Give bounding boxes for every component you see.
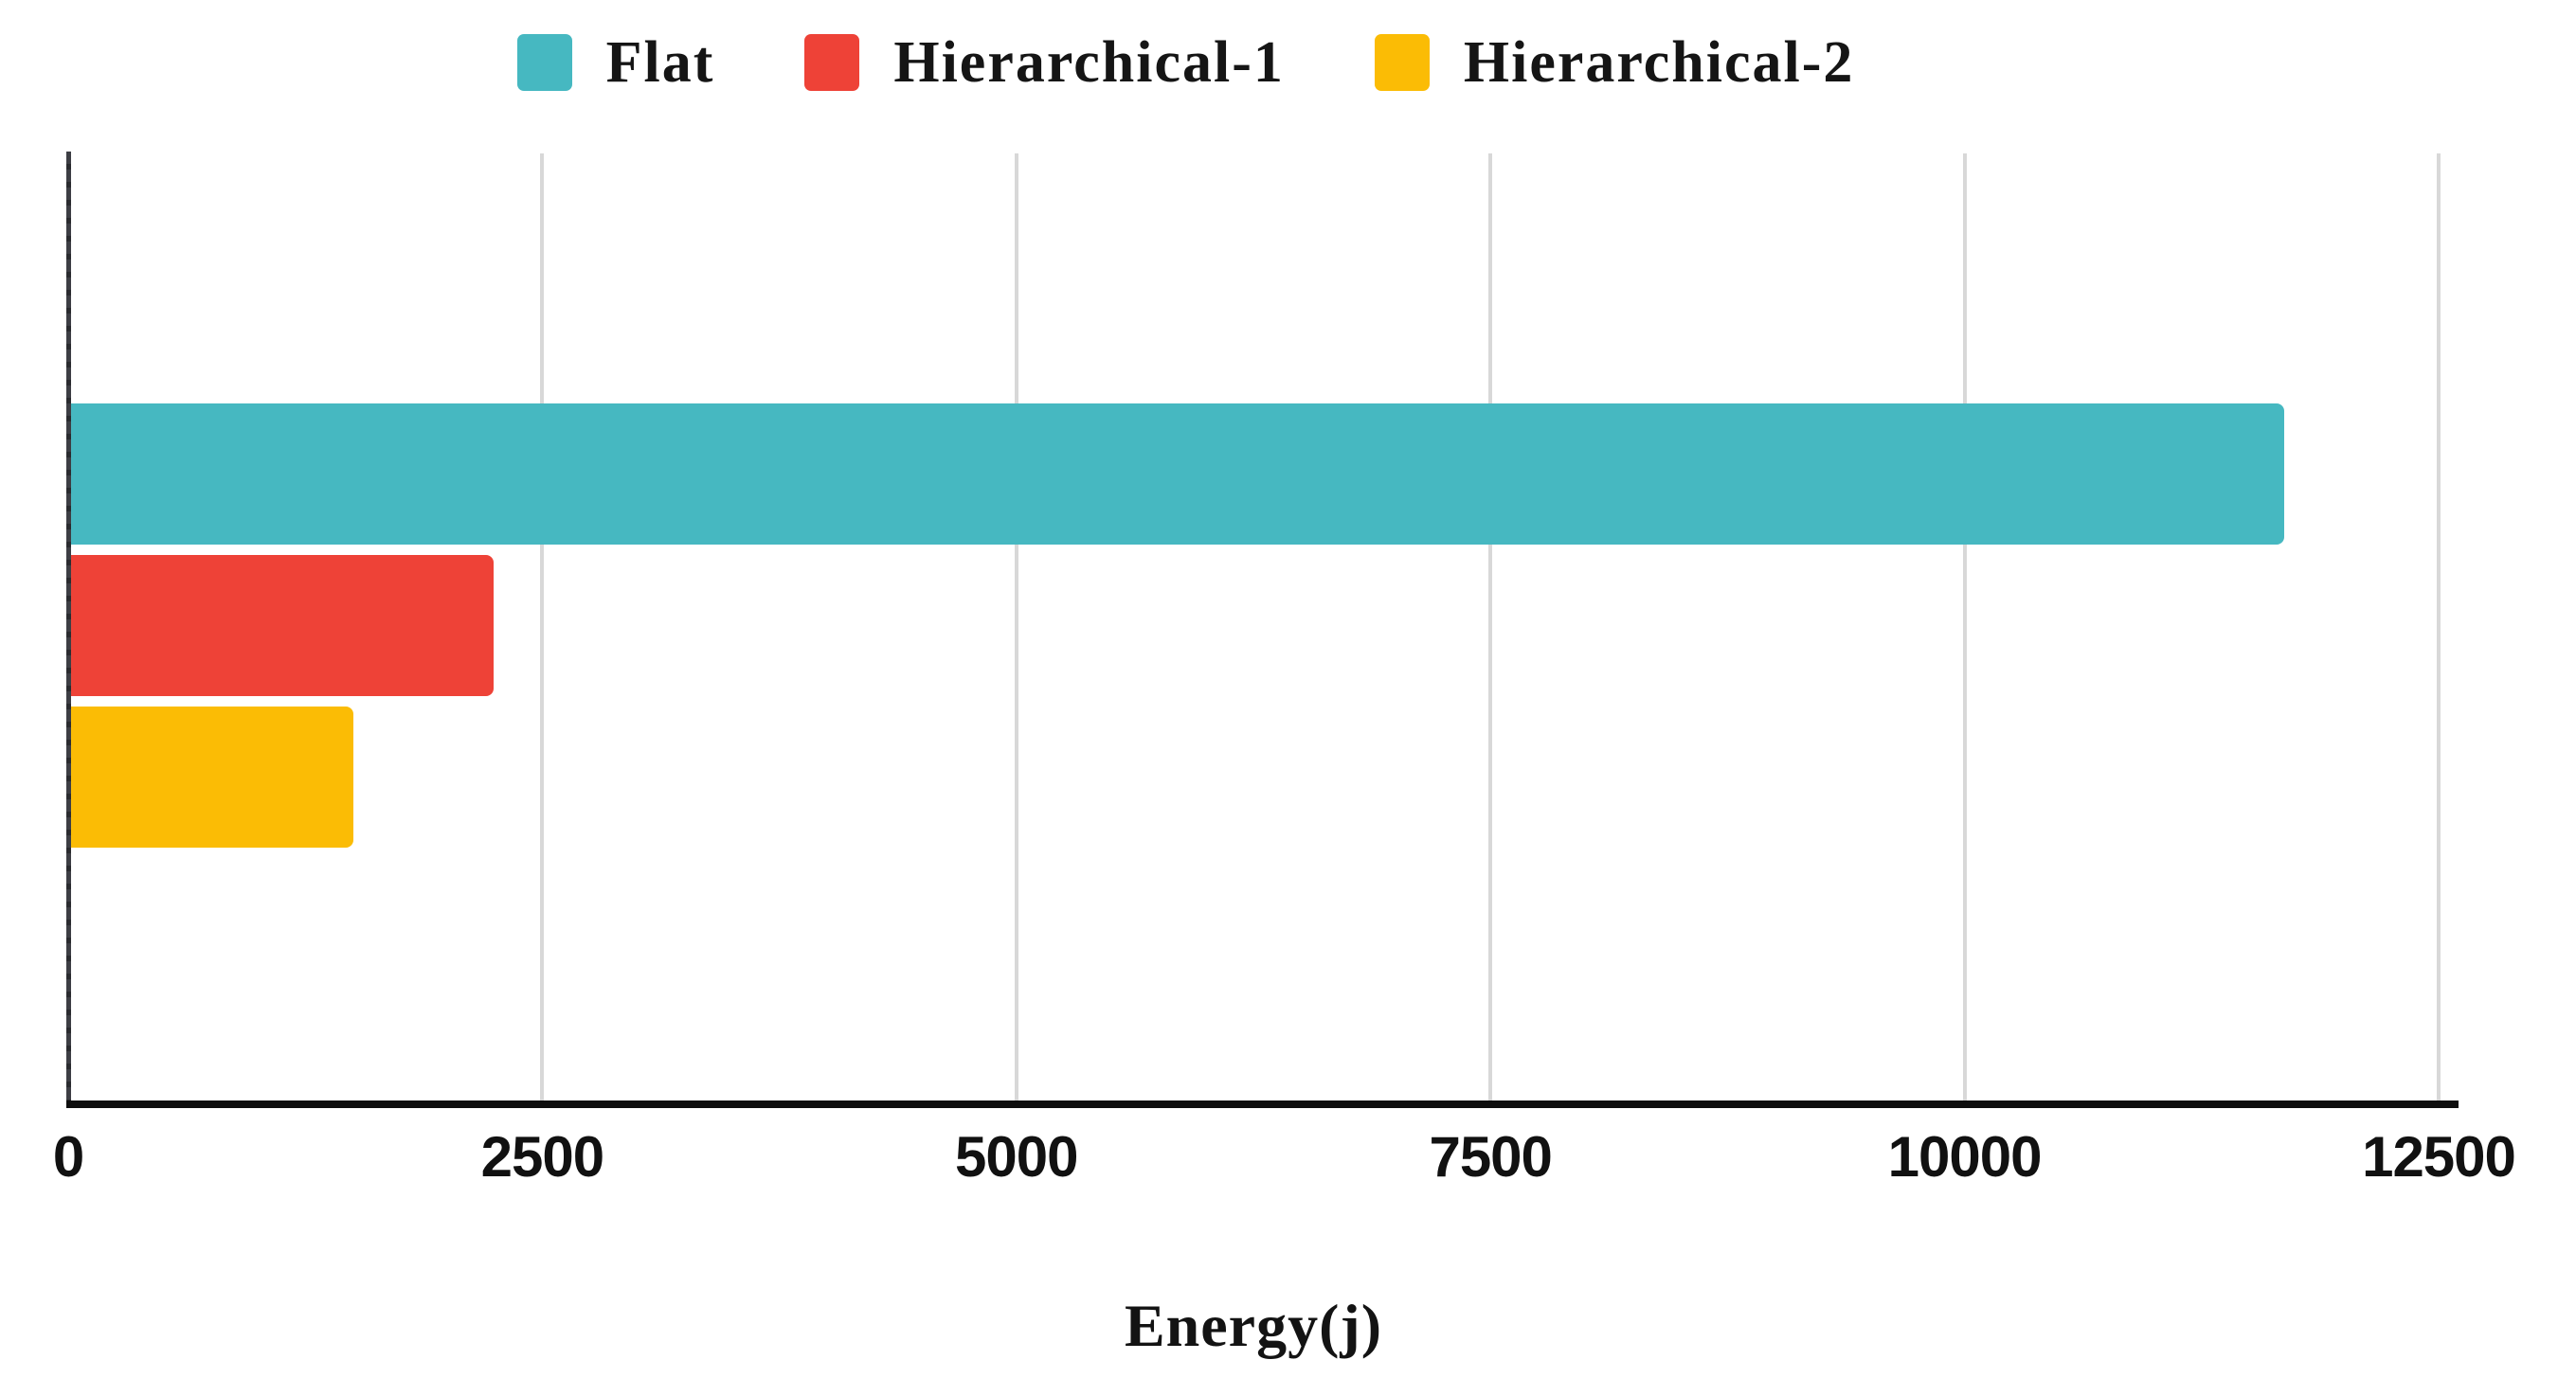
x-tick-label-12500: 12500 (2362, 1125, 2516, 1189)
x-tick-label-5000: 5000 (955, 1125, 1078, 1189)
bar-hierarchical-2 (71, 707, 354, 848)
legend-label: Hierarchical-2 (1463, 30, 1855, 95)
bar-flat (71, 403, 2284, 545)
legend-item-flat: Flat (516, 30, 715, 95)
legend-label: Flat (605, 30, 715, 95)
bar-hierarchical-1 (71, 555, 495, 696)
plot-area (68, 153, 2459, 1101)
legend-swatch-icon (516, 34, 572, 91)
x-axis-line (66, 1101, 2459, 1108)
legend-item-hierarchical-1: Hierarchical-1 (804, 33, 1285, 92)
legend: Flat Hierarchical-1 Hierarchical-2 (0, 25, 2371, 100)
x-tick-label-10000: 10000 (1887, 1125, 2043, 1189)
gridline-5000 (1014, 153, 1018, 1101)
gridline-12500 (2437, 153, 2441, 1101)
gridline-10000 (1962, 153, 1967, 1101)
x-tick-label-0: 0 (52, 1125, 84, 1189)
legend-swatch-icon (1374, 34, 1430, 91)
legend-swatch-icon (804, 34, 860, 91)
gridline-2500 (540, 153, 545, 1101)
legend-label: Hierarchical-1 (893, 30, 1285, 95)
x-axis-label: Energy(j) (1124, 1292, 1383, 1359)
x-tick-label-7500: 7500 (1429, 1125, 1552, 1189)
y-axis-line (66, 152, 71, 1101)
gridline-7500 (1488, 153, 1493, 1101)
x-tick-label-2500: 2500 (480, 1125, 604, 1189)
legend-item-hierarchical-2: Hierarchical-2 (1374, 30, 1855, 95)
